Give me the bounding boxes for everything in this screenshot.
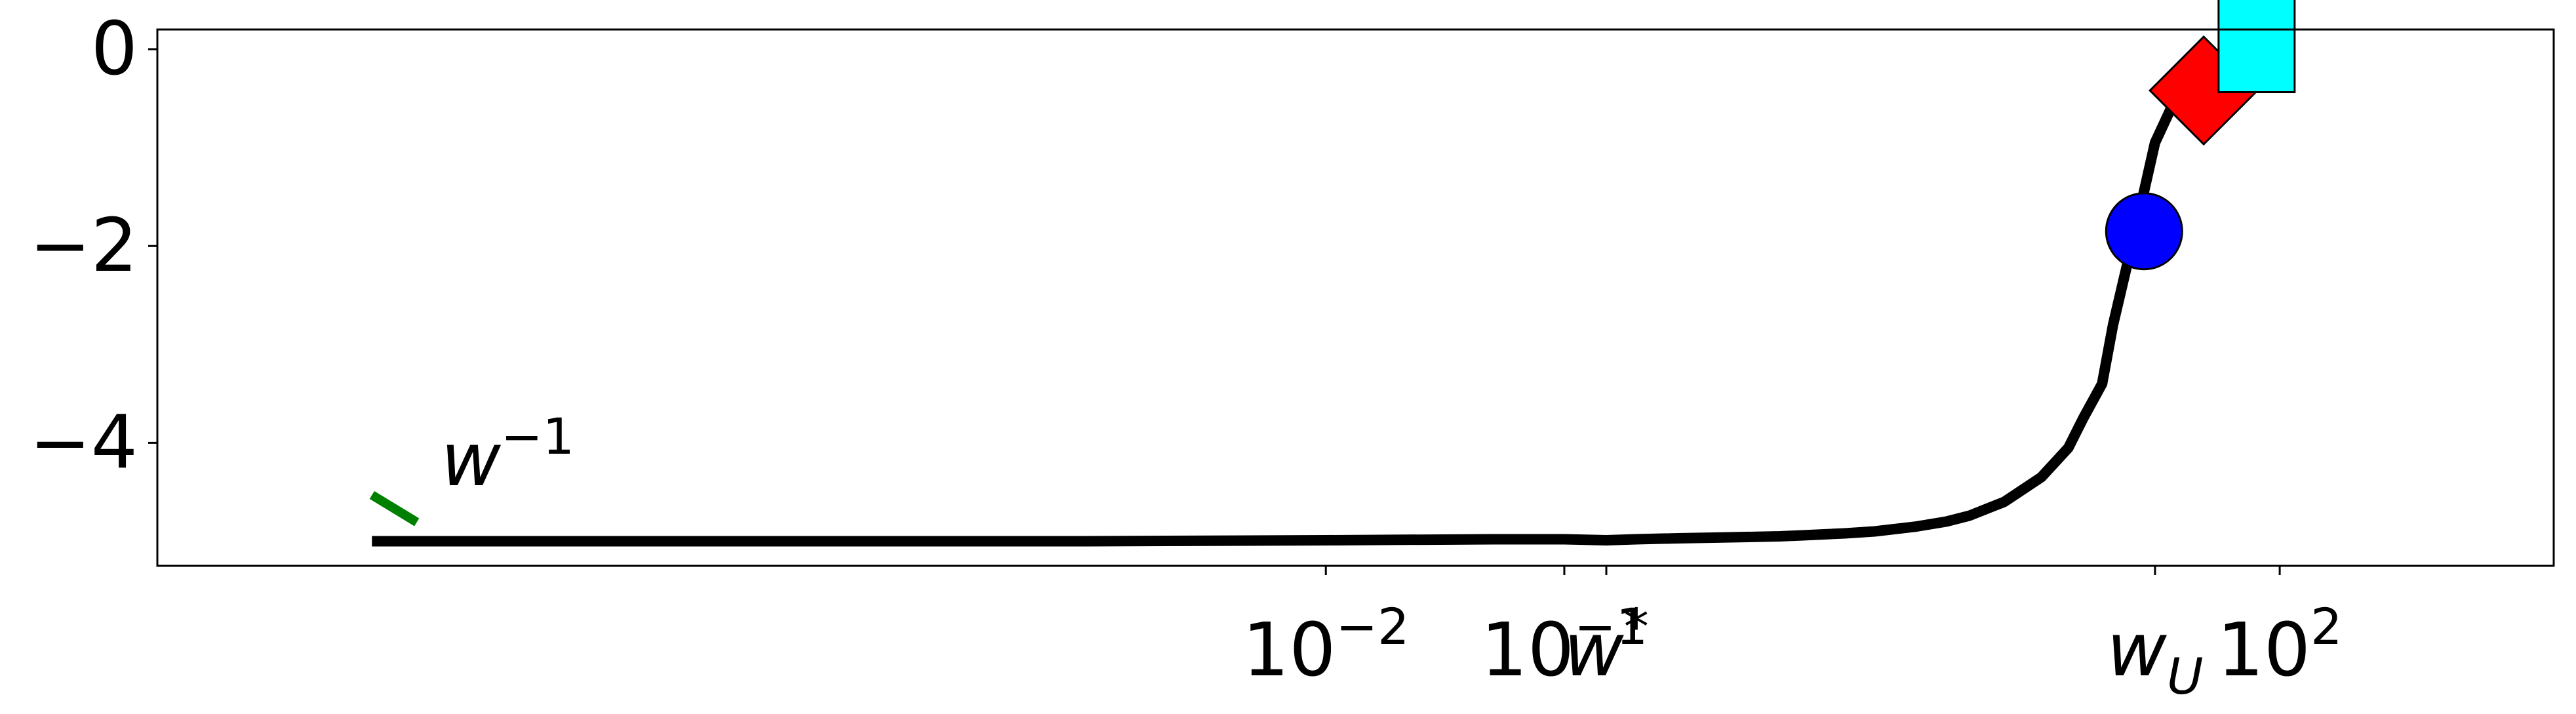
reference-line-label: w−1 bbox=[441, 407, 574, 503]
x-tick-label: wU bbox=[2107, 608, 2203, 705]
x-axis-ticks: 10−2 10−1w* wU 102 bbox=[1242, 566, 2343, 705]
plot-frame bbox=[156, 28, 2555, 567]
y-tick-label: −2 bbox=[30, 203, 138, 288]
plot-area bbox=[157, 30, 2554, 566]
x-tick-label: 102 bbox=[2217, 597, 2343, 693]
y-tick-label: −4 bbox=[30, 400, 138, 485]
y-axis-ticks: 0 −2 −4 bbox=[30, 7, 157, 485]
marker-layer bbox=[2105, 0, 2296, 271]
reference-line bbox=[369, 490, 429, 532]
series-layer bbox=[369, 50, 2282, 547]
marker-circle bbox=[2105, 192, 2183, 271]
x-tick-label: 10−2 bbox=[1242, 597, 1410, 693]
series-line bbox=[372, 50, 2282, 547]
x-tick-label: w* bbox=[1564, 597, 1649, 693]
annotation-layer: w−1 bbox=[441, 407, 574, 503]
marker-square bbox=[2217, 0, 2296, 94]
y-tick-label: 0 bbox=[91, 7, 138, 92]
x-tick-label: 10−1 bbox=[1481, 597, 1648, 693]
